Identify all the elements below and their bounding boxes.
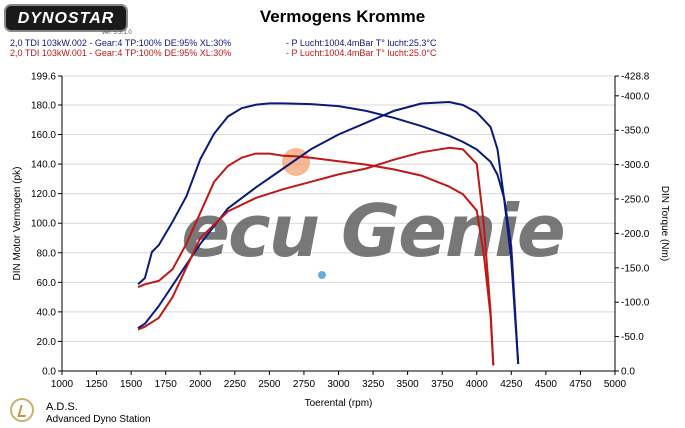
x-tick-label: 4000: [466, 379, 489, 390]
x-tick-label: 2750: [293, 379, 316, 390]
legend-run-conditions: - P Lucht:1004.4mBar T° lucht:25.0°C: [286, 48, 437, 58]
y-left-tick-label: 0.0: [42, 367, 56, 378]
x-tick-label: 1500: [120, 379, 143, 390]
y-left-tick-label: 180.0: [31, 100, 56, 111]
ads-full-name: Advanced Dyno Station: [46, 414, 151, 425]
x-tick-label: 4750: [569, 379, 592, 390]
x-tick-label: 3000: [327, 379, 350, 390]
x-tick-label: 3250: [362, 379, 385, 390]
y-right-tick-label: -150.0: [621, 263, 650, 274]
torque-series-line-1: [137, 152, 495, 366]
x-tick-label: 1750: [155, 379, 178, 390]
chart-title: Vermogens Kromme: [259, 7, 426, 26]
y-left-tick-label: 120.0: [31, 189, 56, 200]
x-tick-label: 1000: [51, 379, 74, 390]
watermark-drop-icon: [318, 271, 326, 279]
y-left-tick-label: 100.0: [31, 219, 56, 230]
y-left-tick-label: 140.0: [31, 160, 56, 171]
ads-logo-icon: [10, 398, 34, 422]
ads-name: A.D.S.: [46, 401, 78, 413]
legend-run-conditions: - P Lucht:1004.4mBar T° lucht:25.3°C: [286, 38, 437, 48]
x-tick-label: 1250: [85, 379, 108, 390]
torque-series-line-0: [137, 102, 520, 365]
logo-version: ver. 5.3.1.0: [102, 30, 132, 36]
y-left-tick-label: 60.0: [37, 278, 57, 289]
y-right-tick-label: -428.8: [621, 72, 650, 83]
y-left-tick-label: 40.0: [37, 307, 57, 318]
y-right-tick-label: 0.0: [621, 367, 635, 378]
y-right-axis-label: DIN Torque (Nm): [659, 186, 670, 261]
legend-run-label: 2,0 TDI 103kW.002 - Gear:4 TP:100% DE:95…: [10, 38, 232, 48]
y-left-tick-label: 160.0: [31, 130, 56, 141]
y-right-tick-label: -250.0: [621, 195, 650, 206]
legend-run-label: 2,0 TDI 103kW.001 - Gear:4 TP:100% DE:95…: [10, 48, 232, 58]
power-series-line-2: [137, 101, 520, 364]
x-tick-label: 3500: [397, 379, 420, 390]
x-axis-label: Toerental (rpm): [305, 398, 373, 409]
y-right-tick-label: -100.0: [621, 298, 650, 309]
y-left-tick-label: 20.0: [37, 337, 57, 348]
legend-entry-run-001: 2,0 TDI 103kW.001 - Gear:4 TP:100% DE:95…: [10, 48, 436, 58]
x-tick-label: 2500: [258, 379, 281, 390]
y-right-tick-label: -350.0: [621, 126, 650, 137]
logo-text: DYNOSTAR: [17, 10, 115, 27]
y-right-tick-label: -200.0: [621, 229, 650, 240]
x-tick-label: 5000: [604, 379, 627, 390]
y-right-tick-label: -300.0: [621, 160, 650, 171]
power-series-line-3: [137, 146, 495, 366]
y-right-tick-label: -400.0: [621, 91, 650, 102]
legend-entry-run-002: 2,0 TDI 103kW.002 - Gear:4 TP:100% DE:95…: [10, 38, 436, 48]
y-left-tick-label: 199.6: [31, 72, 56, 83]
x-tick-label: 2000: [189, 379, 212, 390]
x-tick-label: 4250: [500, 379, 523, 390]
dynostar-logo: DYNOSTAR: [4, 4, 128, 32]
y-left-tick-label: 80.0: [37, 248, 57, 259]
x-tick-label: 2250: [224, 379, 247, 390]
x-tick-label: 3750: [431, 379, 454, 390]
y-left-axis-label: DIN Motor Vermogen (pk): [12, 167, 23, 281]
y-right-tick-label: -50.0: [621, 332, 644, 343]
x-tick-label: 4500: [535, 379, 558, 390]
